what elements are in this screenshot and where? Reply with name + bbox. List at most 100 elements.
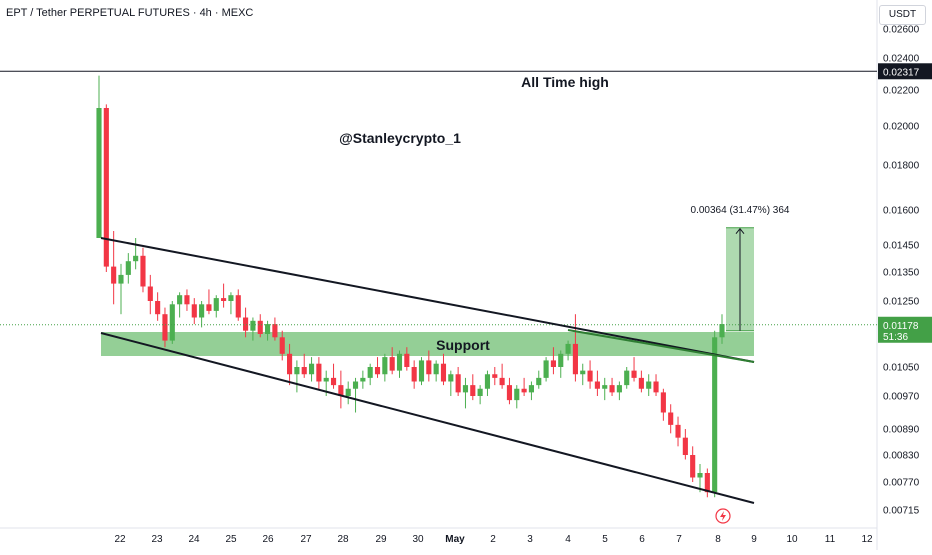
candle-body	[184, 295, 190, 305]
time-tick-label: 28	[337, 534, 349, 545]
candle-body	[594, 381, 600, 389]
price-tick-label: 0.01250	[883, 297, 920, 308]
price-tick-label: 0.00970	[883, 392, 920, 403]
candle-body	[484, 374, 491, 389]
time-tick-label: 23	[151, 534, 163, 545]
candle-body	[528, 385, 535, 393]
time-tick-label: 10	[786, 534, 798, 545]
price-tick-label: 0.01600	[883, 206, 920, 217]
ath-price-tag	[878, 63, 932, 80]
candle-body	[257, 320, 263, 334]
candle-body	[147, 286, 153, 301]
last-price-value: 0.01178	[883, 321, 919, 332]
time-tick-label: 25	[225, 534, 237, 545]
candle-body	[499, 377, 505, 386]
candle-body	[345, 388, 351, 396]
candle-body	[125, 261, 131, 275]
candle-body	[653, 381, 659, 393]
candle-body	[418, 360, 425, 382]
candle-body	[213, 298, 219, 311]
candle-body	[235, 295, 241, 318]
candle-body	[455, 374, 461, 393]
support-label: Support	[436, 337, 490, 353]
currency-button[interactable]: USDT	[879, 5, 926, 25]
candle-body	[668, 412, 674, 425]
candle-body	[140, 255, 146, 287]
candle-body	[191, 304, 197, 318]
candle-body	[323, 377, 329, 382]
candle-body	[558, 353, 564, 367]
candle-body	[360, 377, 366, 382]
candle-body	[374, 367, 381, 375]
candle-body	[580, 370, 586, 375]
candle-body	[646, 381, 652, 389]
candle-body	[111, 266, 117, 284]
candle-body	[265, 324, 271, 334]
candle-body	[712, 337, 718, 493]
candle-body	[536, 377, 542, 386]
candle-body	[367, 367, 373, 378]
candle-body	[492, 374, 498, 378]
measure-arrow-head	[735, 227, 745, 235]
time-tick-label: 11	[825, 534, 836, 545]
time-tick-label: 29	[375, 534, 387, 545]
price-tick-label: 0.01050	[883, 363, 920, 374]
time-tick-label: May	[445, 534, 465, 545]
candle-body	[609, 385, 615, 393]
candle-body	[243, 317, 249, 331]
candle-body	[250, 320, 256, 331]
candle-body	[169, 304, 175, 341]
price-tick-label: 0.01350	[883, 268, 920, 279]
candle-body	[697, 473, 703, 478]
candle-body	[228, 295, 234, 301]
candle-body	[690, 455, 696, 478]
candle-body	[338, 385, 344, 396]
candle-body	[286, 353, 293, 375]
candle-body	[426, 360, 432, 375]
candle-body	[682, 437, 688, 455]
retest-line	[567, 329, 755, 363]
candle-body	[704, 473, 710, 493]
candle-body	[719, 324, 725, 338]
candle-body	[660, 392, 666, 413]
time-tick-label: 12	[861, 534, 873, 545]
candle-body	[404, 353, 410, 367]
last-price-tag	[878, 316, 932, 343]
time-tick-label: 22	[114, 534, 126, 545]
candle-body	[514, 388, 520, 401]
ath-price-value: 0.02317	[883, 67, 920, 78]
price-tick-label: 0.00770	[883, 478, 920, 489]
time-tick-label: 4	[565, 534, 571, 545]
candle-body	[382, 357, 388, 375]
candle-body	[470, 385, 476, 396]
candle-body	[411, 367, 417, 382]
candle-body	[199, 304, 205, 318]
ath-label: All Time high	[521, 74, 609, 90]
time-tick-label: 26	[262, 534, 274, 545]
time-tick-label: 3	[527, 534, 533, 545]
price-tick-label: 0.00890	[883, 425, 920, 436]
candle-body	[543, 360, 549, 378]
candle-body	[448, 374, 454, 382]
candle-body	[308, 363, 315, 375]
candle-body	[624, 370, 630, 386]
candle-body	[103, 108, 109, 267]
price-tick-label: 0.00830	[883, 451, 920, 462]
candle-body	[118, 274, 124, 284]
time-tick-label: 27	[300, 534, 312, 545]
price-tick-label: 0.01450	[883, 241, 920, 252]
candle-body	[272, 324, 278, 338]
candle-body	[477, 388, 483, 396]
candle-body	[675, 424, 681, 438]
chart-title: EPT / Tether PERPETUAL FUTURES · 4h · ME…	[6, 7, 254, 19]
measure-label: 0.00364 (31.47%) 364	[691, 205, 790, 216]
watermark-label: @Stanleycrypto_1	[339, 130, 461, 146]
candle-body	[462, 385, 469, 393]
time-tick-label: 6	[639, 534, 645, 545]
lower-trendline	[100, 332, 755, 504]
candle-body	[133, 255, 139, 262]
candle-body	[440, 363, 447, 382]
candle-body	[206, 304, 212, 311]
